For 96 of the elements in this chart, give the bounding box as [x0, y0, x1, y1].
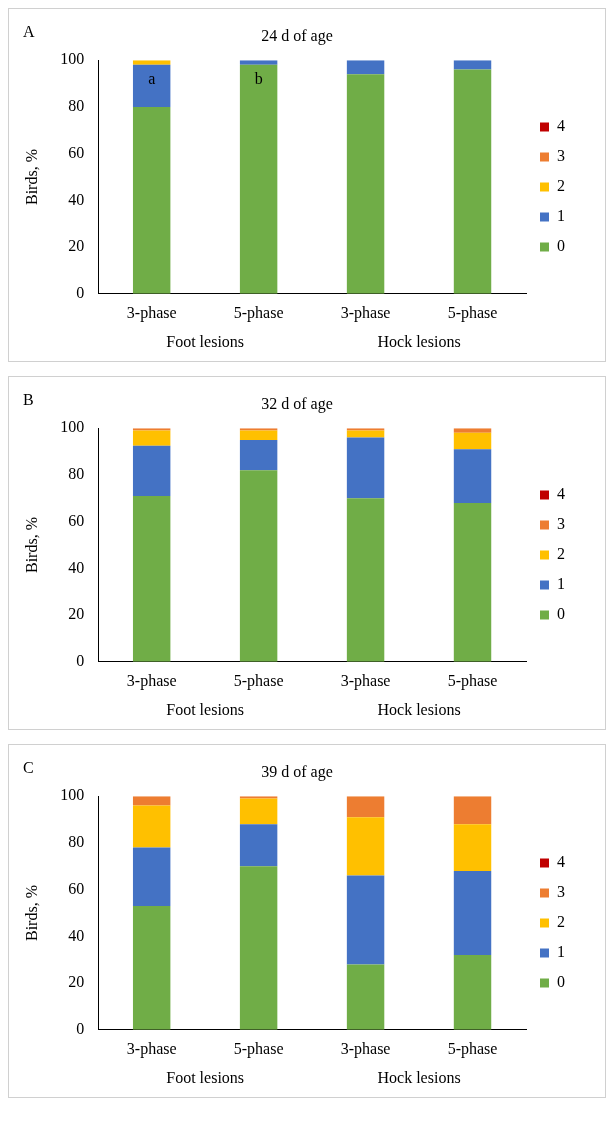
- legend-label: 3: [557, 515, 565, 533]
- legend-label: 4: [557, 485, 565, 503]
- legend-label: 1: [557, 207, 565, 225]
- y-tick-label: 100: [60, 50, 85, 68]
- y-axis-title: Birds, %: [22, 517, 40, 573]
- x-tick-label: 3-phase: [126, 671, 177, 690]
- x-tick-label: 3-phase: [340, 1039, 391, 1058]
- bar: [132, 847, 171, 906]
- bar: [346, 437, 385, 499]
- bar: [346, 498, 385, 662]
- legend-label: 1: [557, 575, 565, 593]
- bar: [453, 870, 492, 956]
- bar: [453, 432, 492, 450]
- annotation: a: [148, 70, 156, 88]
- bar: [132, 106, 171, 294]
- y-tick-label: 0: [76, 652, 85, 669]
- bar: [453, 502, 492, 662]
- annotation: b: [254, 70, 263, 88]
- bar: [132, 64, 171, 107]
- y-axis-title: Birds, %: [22, 149, 40, 205]
- bar: [453, 796, 492, 825]
- text: A: [23, 23, 35, 41]
- y-tick-label: 40: [68, 558, 85, 576]
- bar: [453, 824, 492, 871]
- text: Hock lesions: [377, 1069, 461, 1087]
- bar: [239, 430, 278, 440]
- x-tick-label: 5-phase: [233, 303, 284, 322]
- bar: [239, 470, 278, 662]
- text: Foot lesions: [166, 1069, 245, 1087]
- y-tick-label: 40: [68, 190, 85, 208]
- legend-label: 3: [557, 883, 565, 901]
- bar: [453, 955, 492, 1030]
- x-tick-label: 5-phase: [447, 671, 498, 690]
- y-tick-label: 0: [76, 1020, 85, 1037]
- legend-label: 3: [557, 147, 565, 165]
- y-tick-label: 80: [68, 465, 85, 483]
- bar: [239, 824, 278, 867]
- legend-label: 2: [557, 545, 565, 563]
- y-tick-label: 80: [68, 97, 85, 115]
- legend-label: 2: [557, 177, 565, 195]
- text: Foot lesions: [166, 333, 245, 351]
- bar: [453, 60, 492, 70]
- text: B: [23, 391, 34, 409]
- legend-label: 0: [557, 605, 565, 623]
- legend-label: 4: [557, 117, 565, 135]
- legend-label: 2: [557, 913, 565, 931]
- legend-label: 4: [557, 853, 565, 871]
- text: Hock lesions: [377, 701, 461, 719]
- bar: [132, 796, 171, 806]
- bar: [346, 74, 385, 294]
- legend-label: 0: [557, 973, 565, 991]
- x-tick-label: 3-phase: [126, 1039, 177, 1058]
- legend-label: 0: [557, 237, 565, 255]
- y-tick-label: 100: [60, 418, 85, 436]
- y-tick-label: 60: [68, 143, 85, 161]
- y-tick-label: 20: [68, 605, 85, 623]
- bar: [239, 439, 278, 471]
- y-tick-label: 80: [68, 833, 85, 851]
- x-tick-label: 3-phase: [126, 303, 177, 322]
- x-tick-label: 3-phase: [340, 303, 391, 322]
- x-tick-label: 5-phase: [233, 671, 284, 690]
- bar: [239, 64, 278, 294]
- chart-title: 39 d of age: [261, 762, 333, 781]
- bar: [132, 430, 171, 446]
- bar: [453, 69, 492, 294]
- chart-title: 32 d of age: [261, 394, 333, 413]
- bar: [132, 445, 171, 496]
- x-tick-label: 5-phase: [447, 1039, 498, 1058]
- x-tick-label: 5-phase: [233, 1039, 284, 1058]
- y-tick-label: 60: [68, 879, 85, 897]
- y-tick-label: 0: [76, 284, 85, 301]
- y-tick-label: 40: [68, 926, 85, 944]
- bar: [239, 866, 278, 1030]
- y-tick-label: 20: [68, 973, 85, 991]
- bar: [346, 875, 385, 965]
- bar: [346, 796, 385, 818]
- bar: [132, 805, 171, 848]
- bar: [346, 430, 385, 438]
- bar: [132, 905, 171, 1030]
- bar: [239, 798, 278, 825]
- bar: [346, 964, 385, 1030]
- chart-title: 24 d of age: [261, 26, 333, 45]
- x-tick-label: 3-phase: [340, 671, 391, 690]
- bar: [346, 60, 385, 75]
- text: Foot lesions: [166, 701, 245, 719]
- y-tick-label: 20: [68, 237, 85, 255]
- y-tick-label: 100: [60, 786, 85, 804]
- y-tick-label: 60: [68, 511, 85, 529]
- y-axis-title: Birds, %: [22, 885, 40, 941]
- bar: [453, 449, 492, 503]
- bar: [132, 495, 171, 662]
- text: C: [23, 759, 34, 777]
- x-tick-label: 5-phase: [447, 303, 498, 322]
- legend-label: 1: [557, 943, 565, 961]
- bar: [346, 817, 385, 876]
- text: Hock lesions: [377, 333, 461, 351]
